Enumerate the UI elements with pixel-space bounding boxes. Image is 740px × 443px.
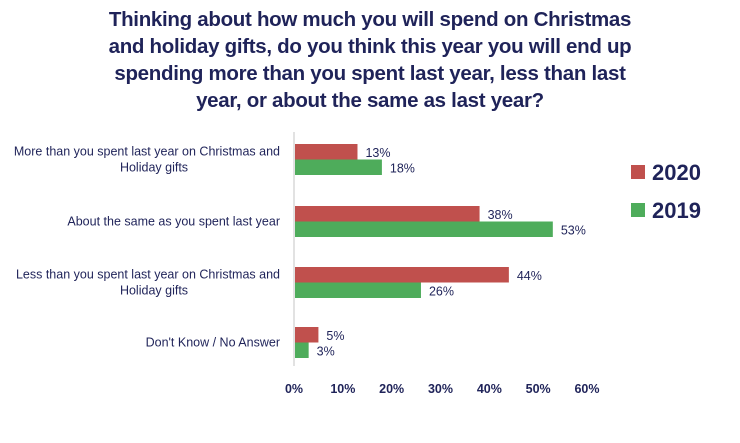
bar-2019	[295, 342, 309, 358]
bar-2020	[295, 144, 358, 160]
x-tick-label: 20%	[379, 382, 404, 396]
data-label: 5%	[326, 329, 344, 343]
legend-label: 2020	[652, 160, 701, 185]
category-label: Holiday gifts	[120, 284, 188, 298]
data-label: 26%	[429, 284, 454, 298]
x-tick-label: 30%	[428, 382, 453, 396]
x-tick-label: 10%	[330, 382, 355, 396]
bar-2020	[295, 206, 480, 222]
category-label: Don't Know / No Answer	[146, 336, 280, 350]
bar-2019	[295, 282, 421, 298]
category-label: About the same as you spent last year	[67, 215, 280, 229]
category-label: More than you spent last year on Christm…	[14, 145, 280, 159]
data-label: 3%	[317, 344, 335, 358]
bar-2020	[295, 267, 509, 283]
bar-2019	[295, 221, 553, 237]
data-label: 38%	[488, 208, 513, 222]
legend-swatch-2020	[631, 165, 645, 179]
category-label: Holiday gifts	[120, 161, 188, 175]
bar-2020	[295, 327, 319, 343]
legend-swatch-2019	[631, 203, 645, 217]
bar-2019	[295, 159, 382, 175]
data-label: 53%	[561, 223, 586, 237]
data-label: 18%	[390, 161, 415, 175]
data-label: 13%	[365, 146, 390, 160]
data-label: 44%	[517, 269, 542, 283]
x-tick-label: 40%	[477, 382, 502, 396]
x-tick-label: 0%	[285, 382, 303, 396]
x-tick-label: 50%	[526, 382, 551, 396]
category-label: Less than you spent last year on Christm…	[16, 268, 280, 282]
x-tick-label: 60%	[574, 382, 599, 396]
legend-label: 2019	[652, 198, 701, 223]
chart-title: Thinking about how much you will spend o…	[108, 8, 632, 112]
